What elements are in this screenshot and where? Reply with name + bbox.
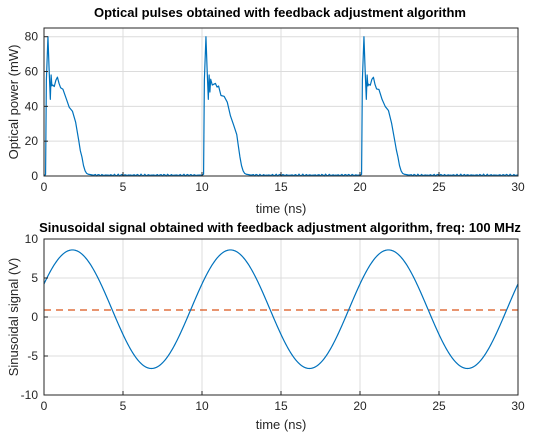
sinusoidal-xlabel: time (ns)	[256, 417, 307, 432]
optical-pulses-ytick-label: 80	[25, 30, 39, 44]
sinusoidal-ytick-label: -10	[21, 388, 39, 402]
optical-pulses-grid	[43, 28, 519, 177]
optical-pulses-ytick-label: 40	[25, 99, 39, 113]
optical-pulses-ytick-label: 0	[31, 169, 38, 183]
optical-pulses-panel: Optical pulses obtained with feedback ad…	[6, 5, 525, 216]
optical-power-series	[43, 36, 518, 177]
optical-pulses-ylabel: Optical power (mW)	[6, 45, 21, 160]
optical-pulses-ytick-label: 20	[25, 134, 39, 148]
optical-pulses-xtick-label: 20	[353, 180, 367, 194]
sinusoidal-series	[43, 249, 519, 370]
sinusoidal-title: Sinusoidal signal obtained with feedback…	[39, 220, 521, 235]
optical-pulses-xtick-label: 5	[120, 180, 127, 194]
optical-pulses-xtick-label: 0	[41, 180, 48, 194]
sinusoidal-ytick-label: 0	[31, 310, 38, 324]
optical-pulses-xtick-label: 30	[511, 180, 525, 194]
optical-pulses-title: Optical pulses obtained with feedback ad…	[94, 5, 466, 20]
optical-pulses-ytick-label: 60	[25, 65, 39, 79]
sinusoidal-xtick-label: 5	[120, 399, 127, 413]
sinusoidal-ytick-label: -5	[27, 349, 38, 363]
optical-pulses-xtick-label: 10	[195, 180, 209, 194]
sinusoidal-ytick-label: 5	[31, 271, 38, 285]
sinusoidal-xtick-label: 20	[353, 399, 367, 413]
optical-pulses-xtick-label: 25	[432, 180, 446, 194]
sinusoidal-ylabel: Sinusoidal signal (V)	[6, 258, 21, 377]
optical-pulses-ticks: 0 5 10 15 20 25 30 0 20 40 60 80	[25, 30, 525, 194]
optical-pulses-xtick-label: 15	[274, 180, 288, 194]
optical-pulses-xlabel: time (ns)	[256, 201, 307, 216]
sinusoidal-xtick-label: 10	[195, 399, 209, 413]
sinusoidal-ticks: 0 5 10 15 20 25 30 -10 -5 0 5 10	[21, 232, 525, 413]
sinusoidal-xtick-label: 25	[432, 399, 446, 413]
sinusoidal-xtick-label: 15	[274, 399, 288, 413]
sinusoidal-xtick-label: 30	[511, 399, 525, 413]
sinusoidal-xtick-label: 0	[41, 399, 48, 413]
sinusoidal-ytick-label: 10	[25, 232, 39, 246]
sinusoidal-panel: Sinusoidal signal obtained with feedback…	[6, 220, 525, 432]
